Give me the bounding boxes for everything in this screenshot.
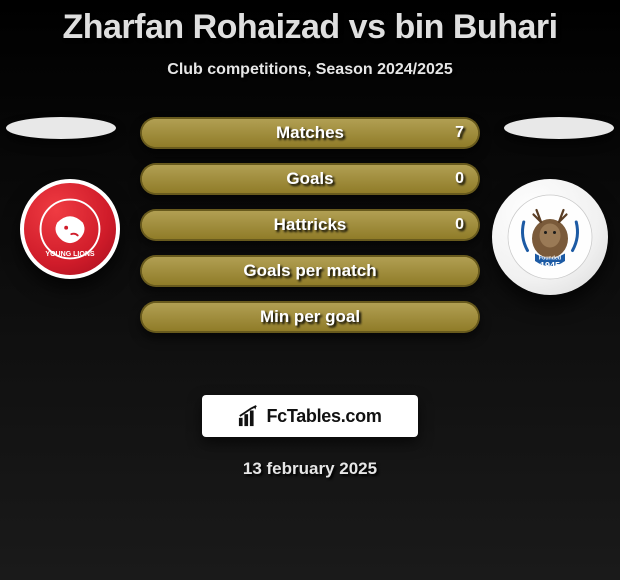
stat-bar: Goals per match: [140, 255, 480, 287]
stat-bars: Matches7Goals0Hattricks0Goals per matchM…: [140, 117, 480, 347]
stat-bar: Goals0: [140, 163, 480, 195]
player1-name: Zharfan Rohaizad: [62, 8, 339, 46]
svg-text:1945: 1945: [540, 261, 560, 271]
comparison-stage: YOUNG LIONS 1945 Founded Matches7Goals0H…: [0, 117, 620, 377]
stat-bar-value-right: 0: [455, 211, 464, 239]
stat-bar: Hattricks0: [140, 209, 480, 241]
young-lions-icon: YOUNG LIONS: [38, 197, 102, 261]
brand-box: FcTables.com: [202, 395, 418, 437]
fctables-logo-icon: [238, 405, 260, 427]
stat-bar-label: Min per goal: [142, 303, 478, 331]
team-badge-right: 1945 Founded: [492, 179, 608, 295]
stat-bar-label: Matches: [142, 119, 478, 147]
player2-ellipse: [504, 117, 614, 139]
stat-bar-value-right: 0: [455, 165, 464, 193]
stat-bar: Matches7: [140, 117, 480, 149]
svg-text:Founded: Founded: [539, 256, 561, 262]
date-label: 13 february 2025: [0, 459, 620, 479]
stat-bar-label: Goals per match: [142, 257, 478, 285]
player1-ellipse: [6, 117, 116, 139]
vs-label: vs: [349, 8, 386, 46]
team-badge-left: YOUNG LIONS: [20, 179, 120, 279]
subtitle: Club competitions, Season 2024/2025: [0, 61, 620, 79]
stat-bar-label: Hattricks: [142, 211, 478, 239]
brand-text: FcTables.com: [266, 406, 381, 427]
svg-text:YOUNG LIONS: YOUNG LIONS: [45, 251, 95, 258]
stat-bar: Min per goal: [140, 301, 480, 333]
player2-name: bin Buhari: [394, 8, 557, 46]
page-title: Zharfan Rohaizad vs bin Buhari: [0, 0, 620, 47]
deer-crest-icon: 1945 Founded: [505, 192, 595, 282]
stat-bar-value-right: 7: [455, 119, 464, 147]
stat-bar-label: Goals: [142, 165, 478, 193]
